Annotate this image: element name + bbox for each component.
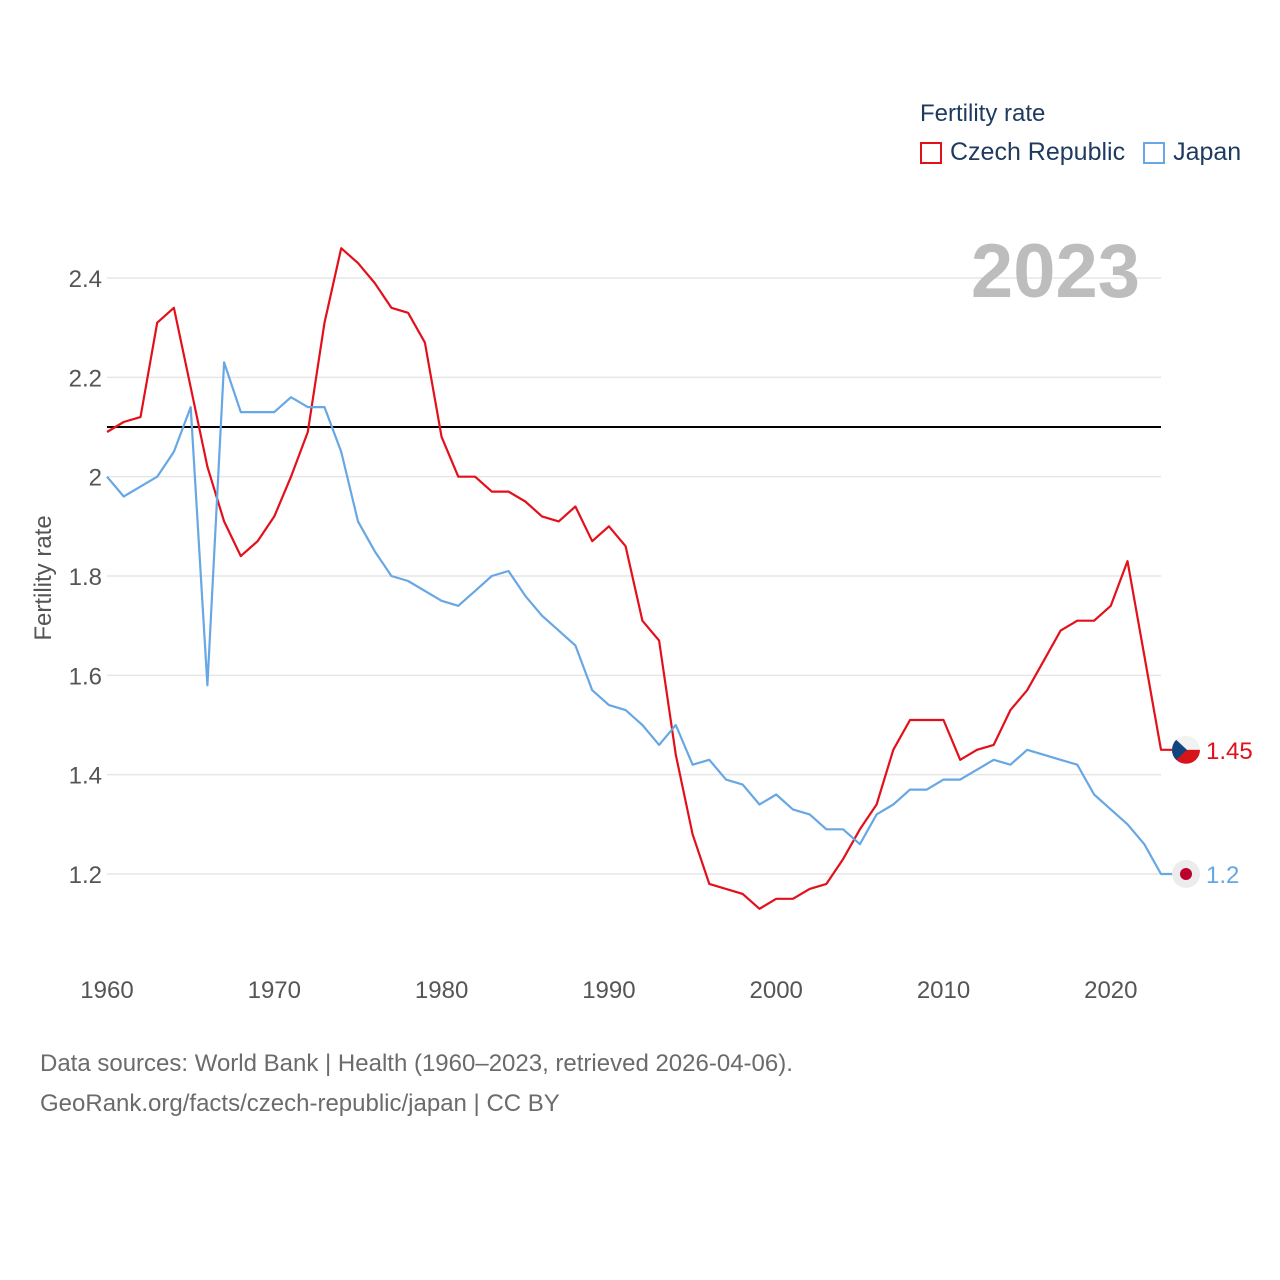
flag-marker-czech-republic xyxy=(1172,735,1200,764)
x-tick-label: 1990 xyxy=(582,977,635,1004)
current-year-label: 2023 xyxy=(970,229,1140,314)
series-end-markers: 1.45 1.2 xyxy=(1172,735,1253,889)
y-axis-label: Fertility rate xyxy=(30,515,57,640)
x-tick-label: 2000 xyxy=(750,977,803,1004)
legend-label-japan: Japan xyxy=(1173,138,1242,166)
flag-marker-japan xyxy=(1172,860,1200,888)
y-tick-label: 2 xyxy=(89,465,102,492)
legend-label-czech-republic: Czech Republic xyxy=(950,138,1126,166)
x-tick-label: 2020 xyxy=(1084,977,1137,1004)
legend-swatch-japan xyxy=(1143,141,1166,164)
x-axis-ticks: 1960 1970 1980 1990 2000 2010 2020 xyxy=(80,977,1137,1004)
end-value-label-czech-republic: 1.45 xyxy=(1206,738,1253,765)
footer: Data sources: World Bank | Health (1960–… xyxy=(40,1044,793,1124)
y-tick-label: 2.4 xyxy=(69,266,102,293)
series-line-japan[interactable] xyxy=(106,361,1173,876)
legend-title: Fertility rate xyxy=(920,100,1046,127)
series-line-czech-republic[interactable] xyxy=(106,247,1173,910)
legend-item-japan[interactable]: Japan xyxy=(1143,138,1241,167)
end-value-label-japan: 1.2 xyxy=(1206,862,1239,889)
legend: Fertility rate Czech Republic Japan xyxy=(920,100,1259,167)
y-tick-label: 1.8 xyxy=(69,564,102,591)
x-tick-label: 1980 xyxy=(415,977,468,1004)
legend-item-czech-republic[interactable]: Czech Republic xyxy=(920,138,1125,167)
y-tick-label: 1.6 xyxy=(69,663,102,690)
x-tick-label: 1960 xyxy=(80,977,133,1004)
y-tick-label: 1.4 xyxy=(69,763,102,790)
grid-lines xyxy=(107,277,1161,875)
attribution-link[interactable]: GeoRank.org/facts/czech-republic/japan |… xyxy=(40,1090,560,1117)
legend-swatch-czech-republic xyxy=(920,141,942,164)
y-tick-label: 2.2 xyxy=(69,365,102,392)
y-tick-label: 1.2 xyxy=(69,862,102,889)
series-lines xyxy=(106,247,1173,910)
x-tick-label: 2010 xyxy=(917,977,970,1004)
data-source-text: Data sources: World Bank | Health (1960–… xyxy=(40,1050,793,1077)
y-axis-ticks: 1.2 1.4 1.6 1.8 2 2.2 2.4 xyxy=(69,266,102,889)
x-tick-label: 1970 xyxy=(248,977,301,1004)
